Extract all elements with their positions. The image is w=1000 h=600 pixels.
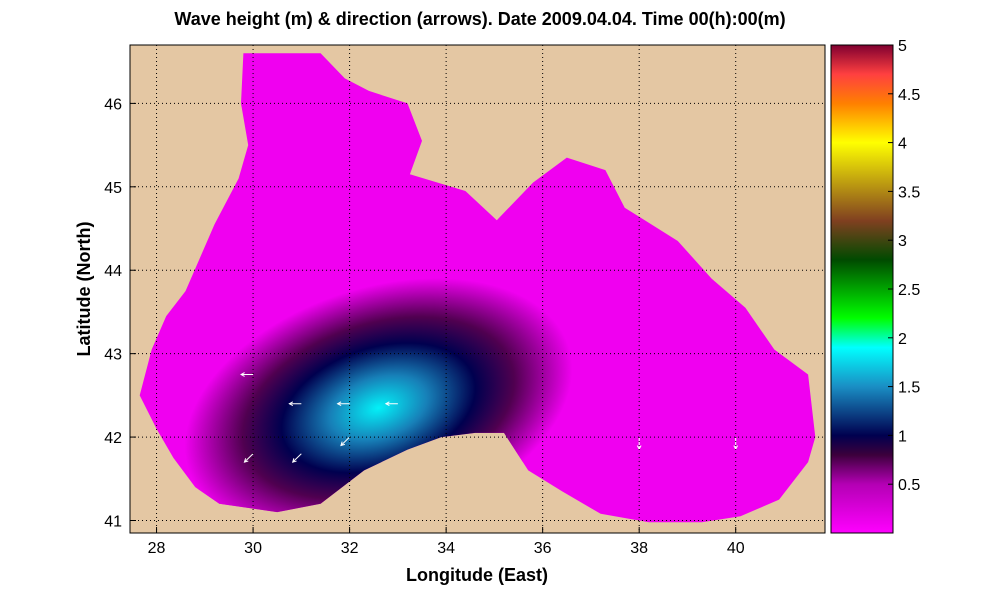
direction-arrow xyxy=(340,436,350,447)
direction-arrows xyxy=(240,372,739,463)
colorbar-tick-label: 3 xyxy=(898,233,907,250)
direction-arrow xyxy=(240,372,254,377)
colorbar-tick-label: 3.5 xyxy=(898,184,920,201)
x-tick-label: 38 xyxy=(630,540,648,557)
x-axis-ticks: 28 30 32 34 36 38 40 xyxy=(148,527,745,557)
x-tick-label: 40 xyxy=(727,540,745,557)
y-tick-label: 41 xyxy=(104,513,122,530)
colorbar-tick-label: 1.5 xyxy=(898,380,920,397)
x-axis-label: Longitude (East) xyxy=(406,565,548,585)
y-axis-ticks: 41 42 43 44 45 46 xyxy=(104,96,136,530)
colorbar-scale xyxy=(830,44,894,534)
y-tick-label: 42 xyxy=(104,430,122,447)
y-axis-label: Latitude (North) xyxy=(74,222,94,357)
y-tick-label: 43 xyxy=(104,347,122,364)
x-tick-label: 30 xyxy=(244,540,262,557)
colorbar-tick-label: 0.5 xyxy=(898,477,920,494)
y-tick-label: 44 xyxy=(104,263,122,280)
y-tick-label: 45 xyxy=(104,180,122,197)
colorbar-tick-label: 4.5 xyxy=(898,87,920,104)
direction-arrow xyxy=(288,401,302,407)
colorbar-tick-label: 1 xyxy=(898,428,907,445)
direction-arrow xyxy=(243,453,254,463)
x-tick-label: 36 xyxy=(534,540,552,557)
x-tick-label: 28 xyxy=(148,540,166,557)
colorbar-tick-label: 5 xyxy=(898,38,907,55)
plot-area: 28 30 32 34 36 38 40 41 42 43 44 45 46 xyxy=(104,44,826,557)
colorbar: 0.5 1 1.5 2 2.5 3 3.5 4 4.5 5 xyxy=(830,38,920,534)
y-tick-label: 46 xyxy=(104,96,122,113)
x-tick-label: 34 xyxy=(437,540,455,557)
direction-arrow xyxy=(291,453,302,463)
chart-title: Wave height (m) & direction (arrows). Da… xyxy=(174,9,785,29)
axes-box xyxy=(129,44,826,534)
colorbar-tick-label: 2 xyxy=(898,331,907,348)
x-tick-label: 32 xyxy=(341,540,359,557)
colorbar-tick-label: 2.5 xyxy=(898,282,920,299)
grid-lines xyxy=(130,45,825,533)
colorbar-tick-label: 4 xyxy=(898,136,907,153)
direction-arrow xyxy=(384,401,398,407)
direction-arrow xyxy=(336,401,350,407)
colorbar-ticks: 0.5 1 1.5 2 2.5 3 3.5 4 4.5 5 xyxy=(888,38,920,494)
